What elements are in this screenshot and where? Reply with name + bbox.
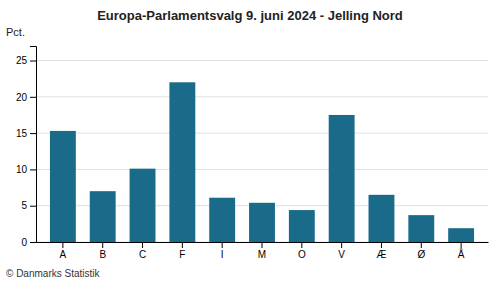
x-tick: Ø bbox=[417, 242, 425, 260]
x-tick: Å bbox=[458, 242, 465, 260]
y-tick-mark bbox=[30, 169, 36, 170]
y-tick: 15 bbox=[16, 128, 36, 139]
y-label: Pct. bbox=[6, 26, 25, 38]
plot-area: 0 5 10 15 20 25 A B C F I M O V Æ Ø Å bbox=[16, 47, 489, 261]
grid-line bbox=[36, 96, 488, 97]
grid bbox=[36, 61, 488, 242]
x-tick-mark bbox=[461, 242, 462, 248]
x-tick-label: A bbox=[60, 249, 67, 260]
y-tick: 10 bbox=[16, 164, 36, 175]
x-tick: F bbox=[179, 242, 185, 260]
x-tick-mark bbox=[421, 242, 422, 248]
y-tick-mark bbox=[30, 97, 36, 98]
bar bbox=[249, 203, 275, 242]
x-tick-label: O bbox=[298, 249, 306, 260]
x-tick-mark bbox=[102, 242, 103, 248]
x-tick-mark bbox=[222, 242, 223, 248]
x-tick: C bbox=[139, 242, 146, 260]
x-tick-mark bbox=[182, 242, 183, 248]
x-tick: Æ bbox=[376, 242, 386, 260]
y-tick-label: 0 bbox=[21, 237, 27, 248]
bar bbox=[289, 210, 315, 242]
bar bbox=[329, 115, 355, 242]
y-tick-label: 15 bbox=[16, 128, 28, 139]
bar bbox=[448, 228, 474, 242]
bar bbox=[369, 195, 395, 242]
grid-line bbox=[36, 133, 488, 134]
title: Europa-Parlamentsvalg 9. juni 2024 - Jel… bbox=[97, 8, 403, 23]
y-tick-label: 20 bbox=[16, 92, 28, 103]
x-tick-mark bbox=[381, 242, 382, 248]
x-tick: I bbox=[221, 242, 224, 260]
x-tick-mark bbox=[262, 242, 263, 248]
x-tick-mark bbox=[301, 242, 302, 248]
y-tick-mark bbox=[30, 61, 36, 62]
x-tick-mark bbox=[341, 242, 342, 248]
bars bbox=[50, 82, 474, 242]
bar bbox=[90, 191, 116, 242]
y-axis-line bbox=[30, 47, 37, 243]
x-tick-label: B bbox=[99, 249, 106, 260]
grid-line bbox=[36, 169, 488, 170]
x-tick: B bbox=[99, 242, 106, 260]
x-axis: ABCFIMOVÆØÅ bbox=[37, 242, 489, 260]
x-tick-label: I bbox=[221, 249, 224, 260]
x-tick: A bbox=[60, 242, 67, 260]
x-tick-label: Å bbox=[458, 248, 465, 260]
y-tick-label: 5 bbox=[21, 200, 27, 211]
y-tick: 5 bbox=[21, 200, 36, 211]
y-axis: 0 5 10 15 20 25 bbox=[16, 47, 37, 248]
bar bbox=[50, 131, 76, 242]
y-tick-mark bbox=[30, 133, 36, 134]
x-tick-mark bbox=[142, 242, 143, 248]
x-tick-label: Æ bbox=[376, 249, 386, 260]
footnote: © Danmarks Statistik bbox=[6, 268, 101, 279]
bar bbox=[209, 198, 235, 242]
grid-line bbox=[36, 60, 488, 61]
y-tick: 25 bbox=[16, 55, 36, 66]
bar bbox=[169, 82, 195, 242]
y-tick-mark bbox=[30, 206, 36, 207]
y-tick-mark bbox=[30, 242, 36, 243]
x-tick-mark bbox=[62, 242, 63, 248]
y-tick: 0 bbox=[21, 237, 36, 248]
x-tick-label: V bbox=[338, 249, 345, 260]
x-tick: V bbox=[338, 242, 345, 260]
y-tick-label: 10 bbox=[16, 164, 28, 175]
x-tick: O bbox=[298, 242, 306, 260]
x-tick: M bbox=[258, 242, 266, 260]
chart-svg: Europa-Parlamentsvalg 9. juni 2024 - Jel… bbox=[0, 0, 500, 282]
y-tick-label: 25 bbox=[16, 55, 28, 66]
x-tick-label: C bbox=[139, 249, 146, 260]
x-tick-label: M bbox=[258, 249, 266, 260]
x-tick-label: Ø bbox=[417, 249, 425, 260]
y-tick: 20 bbox=[16, 92, 36, 103]
bar bbox=[408, 215, 434, 242]
x-tick-label: F bbox=[179, 249, 185, 260]
bar bbox=[130, 169, 156, 242]
